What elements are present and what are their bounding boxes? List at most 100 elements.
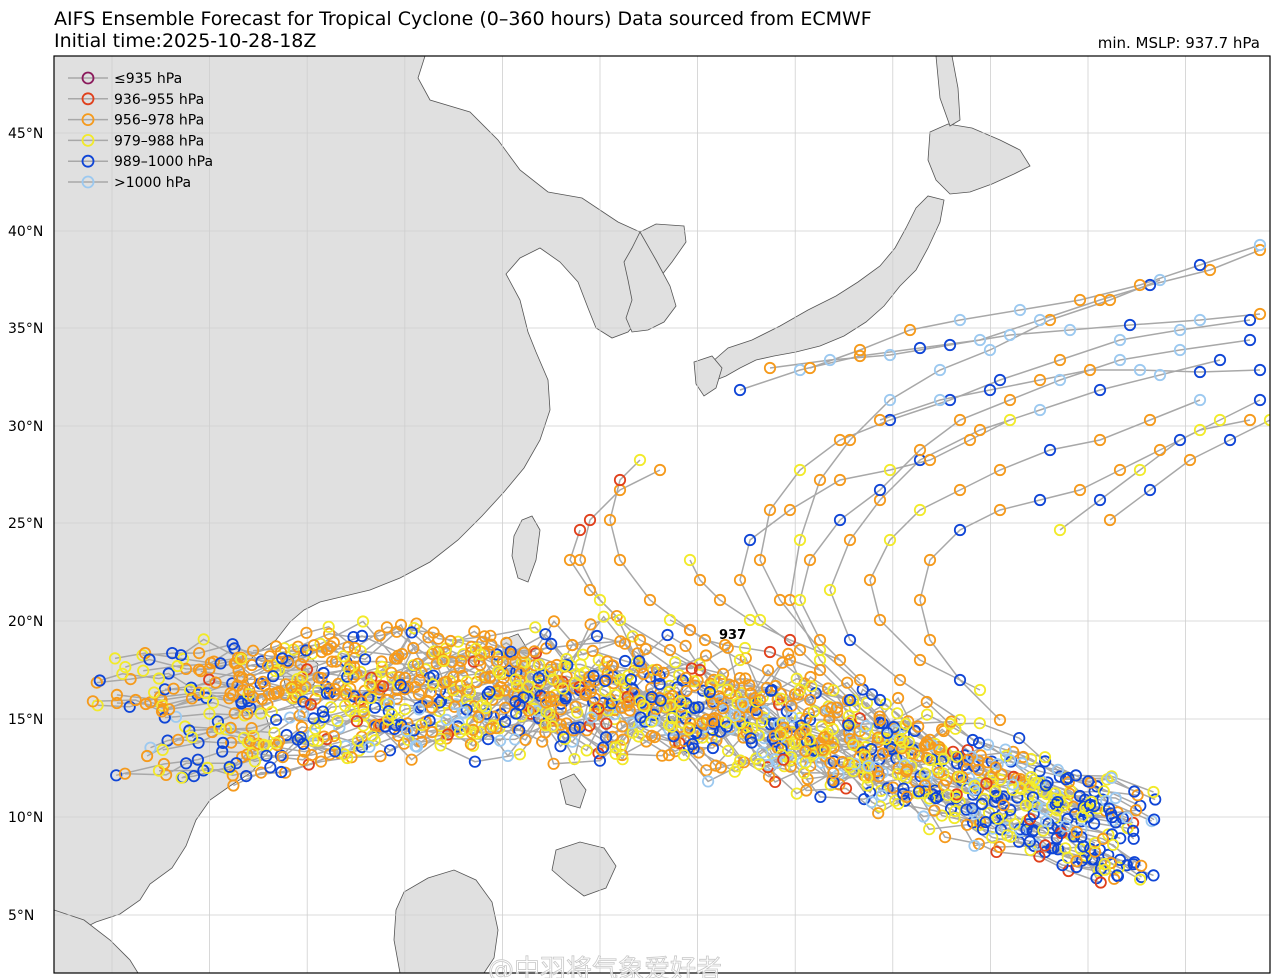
track-point bbox=[1134, 873, 1147, 886]
legend-label: 936–955 hPa bbox=[114, 92, 204, 108]
track-point bbox=[929, 791, 943, 805]
track-point bbox=[425, 725, 439, 739]
track-point bbox=[314, 755, 328, 768]
track-point bbox=[790, 672, 803, 685]
track-point bbox=[803, 553, 817, 567]
track-point bbox=[663, 643, 677, 657]
track-point bbox=[163, 703, 176, 716]
track-point bbox=[1120, 811, 1133, 824]
track-point bbox=[563, 553, 577, 567]
track-point bbox=[494, 667, 507, 680]
track-point bbox=[276, 750, 289, 764]
track-point bbox=[255, 766, 268, 779]
track-point bbox=[118, 767, 132, 780]
track-point bbox=[225, 736, 238, 749]
track-point bbox=[1053, 770, 1067, 783]
track-point bbox=[872, 807, 885, 820]
track-point bbox=[129, 693, 142, 707]
track-point bbox=[532, 677, 545, 690]
track-point bbox=[116, 667, 129, 680]
track-point bbox=[1111, 869, 1124, 882]
track-point bbox=[683, 623, 697, 637]
track-point bbox=[269, 713, 283, 726]
track-point bbox=[554, 703, 567, 716]
track-point bbox=[680, 697, 693, 710]
track-point bbox=[848, 757, 862, 771]
track-point bbox=[312, 684, 325, 697]
track-point bbox=[793, 728, 807, 741]
track-point bbox=[763, 361, 777, 375]
track-point bbox=[913, 503, 927, 517]
track-point bbox=[517, 646, 531, 659]
track-point bbox=[827, 766, 840, 780]
track-point bbox=[1040, 815, 1053, 828]
track-point bbox=[539, 719, 552, 732]
track-point bbox=[1019, 799, 1032, 812]
track-point bbox=[453, 661, 466, 674]
track-point bbox=[534, 674, 548, 687]
track-point bbox=[937, 752, 950, 766]
track-point bbox=[544, 665, 557, 678]
track-point bbox=[665, 711, 679, 725]
track-point bbox=[621, 690, 634, 703]
track-point bbox=[973, 683, 987, 697]
track-line bbox=[789, 279, 1161, 761]
track-point bbox=[110, 688, 124, 702]
track-point bbox=[1007, 770, 1020, 784]
track-point bbox=[793, 683, 807, 697]
track-point bbox=[337, 650, 350, 663]
track-point bbox=[355, 629, 369, 643]
track-point bbox=[365, 671, 378, 684]
track-point bbox=[440, 713, 453, 727]
track-point bbox=[501, 749, 514, 763]
track-point bbox=[833, 513, 847, 527]
track-point bbox=[633, 633, 647, 647]
track-point bbox=[1153, 368, 1167, 382]
track-point bbox=[580, 744, 593, 757]
track-point bbox=[413, 673, 426, 687]
track-point bbox=[143, 653, 156, 666]
track-point bbox=[603, 513, 617, 527]
track-point bbox=[1123, 318, 1137, 332]
track-point bbox=[1243, 333, 1257, 347]
track-point bbox=[383, 744, 397, 757]
track-point bbox=[123, 700, 136, 713]
track-point bbox=[1073, 789, 1087, 803]
track-point bbox=[583, 719, 596, 732]
track-line bbox=[769, 313, 1261, 369]
track-point bbox=[320, 687, 333, 700]
track-point bbox=[584, 685, 597, 698]
track-point bbox=[767, 717, 781, 730]
track-point bbox=[119, 660, 132, 674]
track-point bbox=[743, 533, 757, 547]
legend-label: 989–1000 hPa bbox=[114, 154, 213, 170]
track-point bbox=[901, 763, 914, 776]
track-point bbox=[1108, 872, 1121, 885]
track-point bbox=[756, 746, 769, 759]
track-point bbox=[975, 797, 989, 811]
track-point bbox=[311, 734, 324, 747]
track-point bbox=[350, 715, 363, 728]
lat-label: 45°N bbox=[8, 126, 43, 142]
track-point bbox=[923, 633, 937, 647]
track-point bbox=[203, 707, 216, 720]
track-point bbox=[269, 736, 282, 749]
map-frame bbox=[53, 55, 1271, 974]
track-point bbox=[148, 686, 161, 699]
track-point bbox=[298, 745, 311, 758]
track-point bbox=[1127, 832, 1140, 845]
track-point bbox=[895, 742, 908, 755]
track-point bbox=[624, 673, 638, 686]
track-point bbox=[569, 676, 582, 689]
track-point bbox=[891, 707, 904, 720]
track-point bbox=[833, 473, 847, 487]
track-point bbox=[351, 734, 364, 747]
track-point bbox=[893, 733, 907, 747]
track-point bbox=[342, 640, 355, 654]
track-point bbox=[991, 791, 1004, 804]
track-point bbox=[953, 313, 967, 327]
track-point bbox=[519, 733, 532, 747]
track-point bbox=[230, 757, 243, 770]
track-point bbox=[411, 657, 424, 670]
